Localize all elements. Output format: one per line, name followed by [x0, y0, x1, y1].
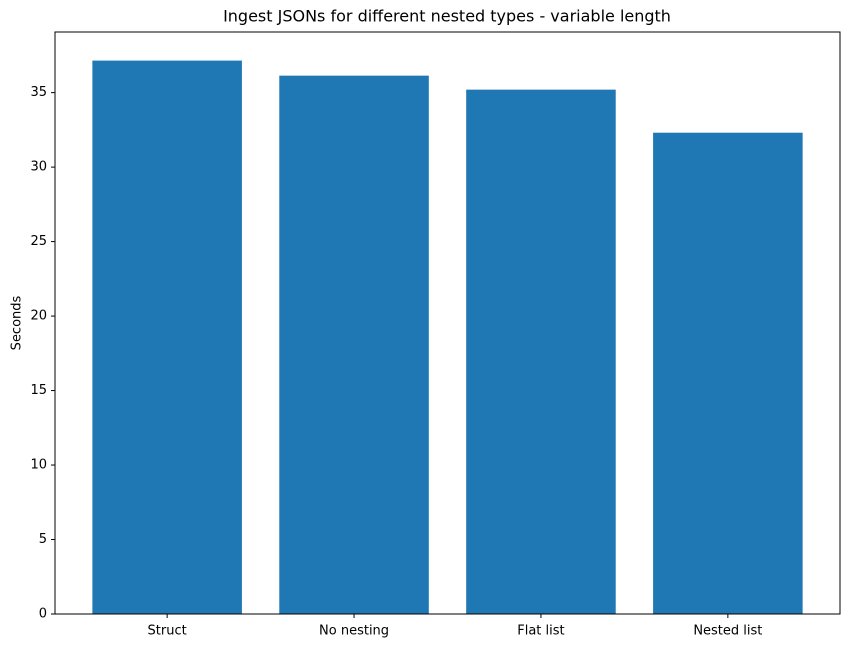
bar: [466, 89, 616, 615]
y-tick-label: 0: [39, 607, 47, 622]
x-tick-label: Struct: [148, 624, 187, 639]
y-tick-label: 30: [30, 160, 47, 175]
x-tick-label: Flat list: [517, 624, 564, 639]
y-tick-label: 35: [30, 85, 47, 100]
bar: [279, 75, 429, 614]
bar: [92, 60, 242, 615]
y-tick-label: 25: [30, 234, 47, 249]
y-tick-label: 15: [30, 383, 47, 398]
y-axis-label: Seconds: [10, 295, 25, 350]
x-tick-label: No nesting: [319, 624, 389, 639]
plot-frame: [54, 31, 841, 615]
x-tick-label: Nested list: [693, 624, 762, 639]
bar: [653, 132, 803, 614]
y-tick-label: 5: [39, 532, 47, 547]
y-tick-label: 10: [30, 458, 47, 473]
y-tick-label: 20: [30, 309, 47, 324]
chart-title: Ingest JSONs for different nested types …: [223, 7, 671, 26]
